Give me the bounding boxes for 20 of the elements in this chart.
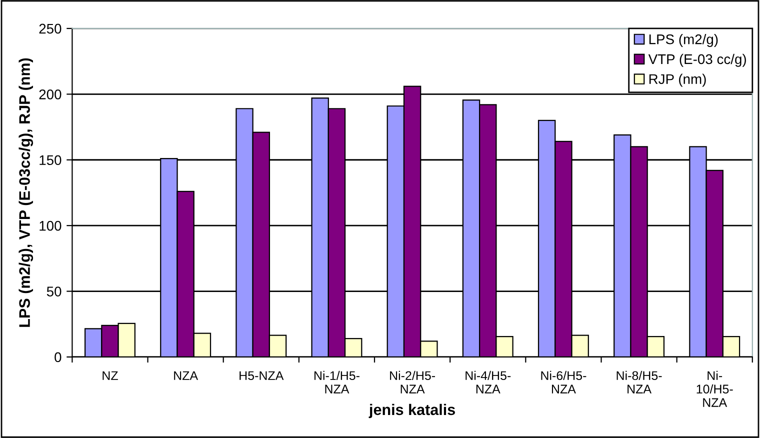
x-tick-label: Ni-1/H5- NZA — [314, 370, 360, 394]
x-tick-label: Ni-6/H5- NZA — [541, 370, 586, 394]
legend-label: VTP (E-03 cc/g) — [648, 54, 746, 67]
x-tick-label: NZA — [174, 371, 198, 380]
y-axis-title: LPS (m2/g), VTP (E-03cc/g), RJP (nm) — [18, 58, 34, 327]
y-tick-label: 200 — [39, 90, 62, 100]
y-tick-label: 0 — [54, 352, 62, 362]
x-axis-title: jenis katalis — [368, 404, 455, 418]
y-tick-label: 250 — [39, 24, 62, 34]
x-tick-label: Ni-2/H5- NZA — [390, 370, 436, 394]
y-tick-label: 150 — [40, 155, 62, 166]
x-tick-label: H5-NZA — [240, 371, 284, 380]
x-tick-label: Ni-8/H5- NZA — [616, 370, 662, 394]
x-tick-label: NZ — [102, 371, 118, 380]
x-tick-label: Ni- 10/H5- NZA — [696, 370, 733, 407]
y-tick-label: 100 — [40, 220, 62, 231]
y-tick-label: 50 — [46, 286, 62, 296]
legend-label: RJP (nm) — [649, 74, 706, 87]
legend-label: LPS (m2/g) — [649, 34, 718, 47]
x-tick-label: Ni-4/H5- NZA — [466, 370, 511, 394]
